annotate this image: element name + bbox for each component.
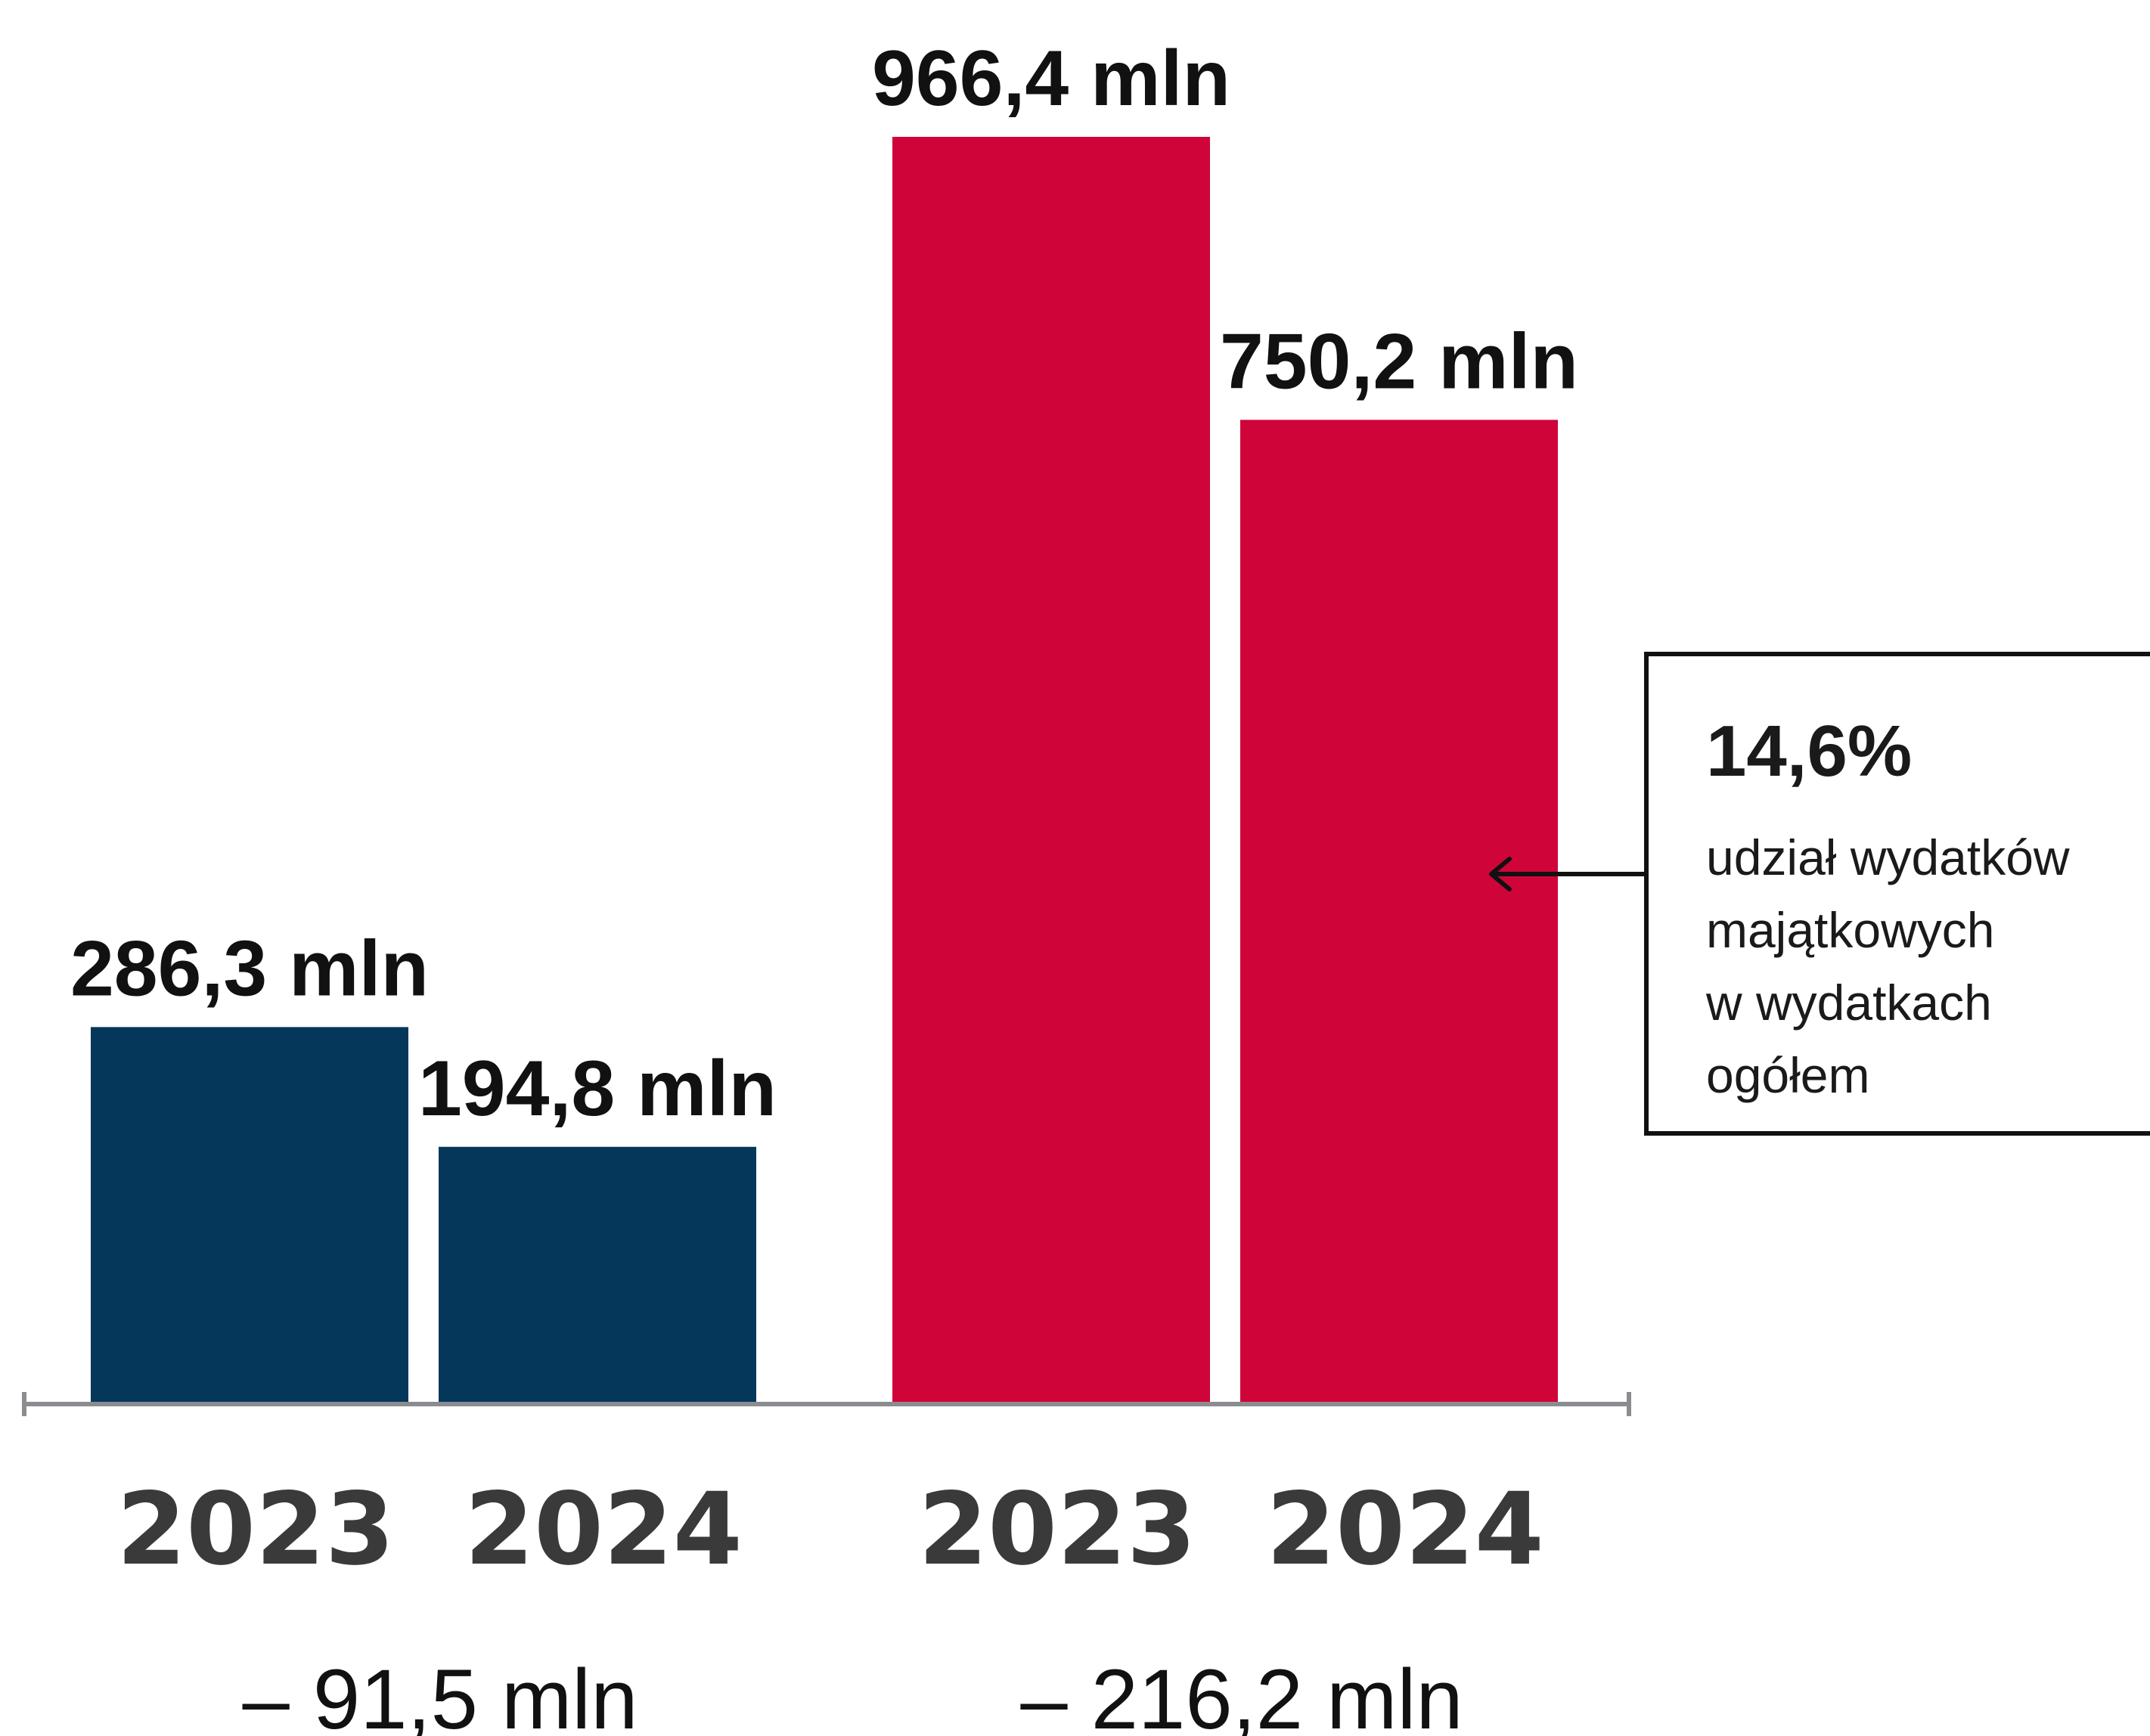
x-tick-label: 2023 [918, 1471, 1196, 1588]
callout-box: 14,6% udział wydatków majątkowych w wyda… [1644, 652, 2150, 1136]
callout-text-line: w wydatkach [1706, 975, 1992, 1031]
callout-arrow-head [1489, 857, 1512, 891]
callout-arrow [1489, 857, 1644, 891]
data-label: 966,4 mln [872, 35, 1230, 122]
difference-label: – 216,2 mln [1020, 1652, 1463, 1736]
x-tick-label: 2024 [1266, 1471, 1543, 1588]
x-axis [22, 1392, 1631, 1416]
x-tick-label: 2023 [116, 1471, 394, 1588]
bars-layer [91, 137, 1558, 1403]
data-label: 750,2 mln [1220, 318, 1578, 405]
labels-layer: 286,3 mln 2023 194,8 mln 2024 – 91,5 mln 966,… [70, 35, 1578, 1736]
difference-label: – 91,5 mln [243, 1652, 638, 1736]
bar-1-2023 [91, 1027, 408, 1402]
data-label: 194,8 mln [418, 1045, 777, 1133]
bar-1-2024 [439, 1146, 756, 1402]
x-tick-label: 2024 [464, 1471, 742, 1588]
callout-text-line: udział wydatków [1706, 829, 2070, 885]
callout-text: udział wydatków majątkowych w wydatkach … [1706, 821, 2150, 1111]
callout-value: 14,6% [1706, 711, 1913, 792]
bar-2-2024 [1240, 420, 1558, 1403]
data-label: 286,3 mln [70, 925, 429, 1012]
bar-2-2023 [892, 137, 1210, 1402]
callout-text-line: ogółem [1706, 1047, 1870, 1103]
callout-text-line: majątkowych [1706, 902, 1995, 958]
